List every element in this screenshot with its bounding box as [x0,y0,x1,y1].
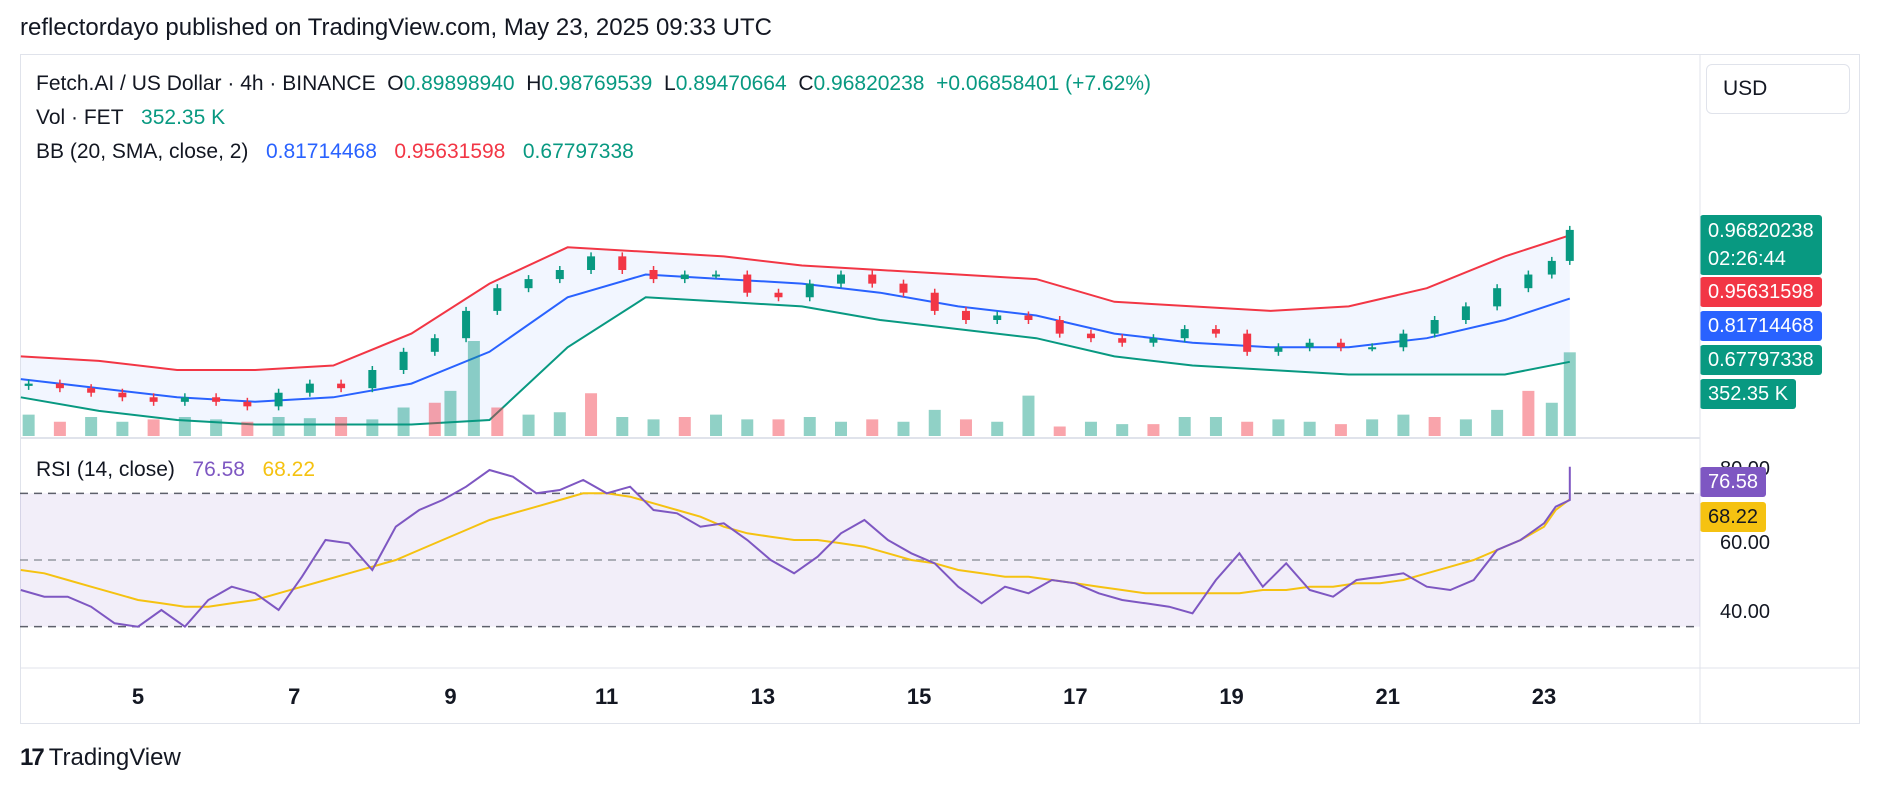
publish-header: reflectordayo published on TradingView.c… [20,14,772,41]
rsi-axis-40: 40.00 [1720,601,1771,623]
chart-frame [20,54,1860,724]
bb-legend: BB (20, SMA, close, 2) 0.81714468 0.9563… [36,140,634,164]
high-value: 0.98769539 [541,72,653,95]
bb-basis-tag: 0.81714468 [1700,311,1822,341]
open-label: O [387,72,404,95]
bb-upper-value: 0.95631598 [394,140,506,163]
volume-legend: Vol · FET 352.35 K [36,106,225,130]
open-value: 0.89898940 [403,72,515,95]
bar-countdown: 02:26:44 [1708,248,1786,270]
rsi-ma-value: 68.22 [262,458,316,481]
high-label: H [526,72,542,95]
rsi-value-tag: 76.58 [1700,467,1767,497]
rsi-axis-60: 60.00 [1720,532,1771,554]
tradingview-logo: 17 [20,744,45,771]
change-value: +0.06858401 (+7.62%) [936,72,1151,95]
close-label: C [798,72,814,95]
symbol-label[interactable]: Fetch.AI / US Dollar · 4h · BINANCE [36,72,376,95]
currency-selector[interactable]: USD [1706,64,1850,114]
rsi-label[interactable]: RSI (14, close) [36,458,175,481]
rsi-value: 76.58 [192,458,245,481]
bb-upper-tag: 0.95631598 [1700,277,1822,307]
last-price-value: 0.96820238 [1708,220,1814,242]
footer: 17 TradingView [20,744,181,772]
volume-value: 352.35 K [141,106,226,129]
close-value: 0.96820238 [813,72,925,95]
bb-basis-value: 0.81714468 [265,140,377,163]
volume-tag: 352.35 K [1700,379,1797,409]
bb-lower-value: 0.67797338 [522,140,634,163]
tradingview-brand: TradingView [48,744,181,771]
bb-lower-tag: 0.67797338 [1700,345,1822,375]
low-value: 0.89470664 [675,72,787,95]
volume-label[interactable]: Vol · FET [36,106,124,129]
price-legend: Fetch.AI / US Dollar · 4h · BINANCE O0.8… [36,72,1151,96]
last-price-tag: 0.96820238 02:26:44 [1700,215,1822,275]
rsi-ma-tag: 68.22 [1700,502,1767,532]
bb-label[interactable]: BB (20, SMA, close, 2) [36,140,249,163]
low-label: L [664,72,676,95]
rsi-legend: RSI (14, close) 76.58 68.22 [36,458,315,482]
